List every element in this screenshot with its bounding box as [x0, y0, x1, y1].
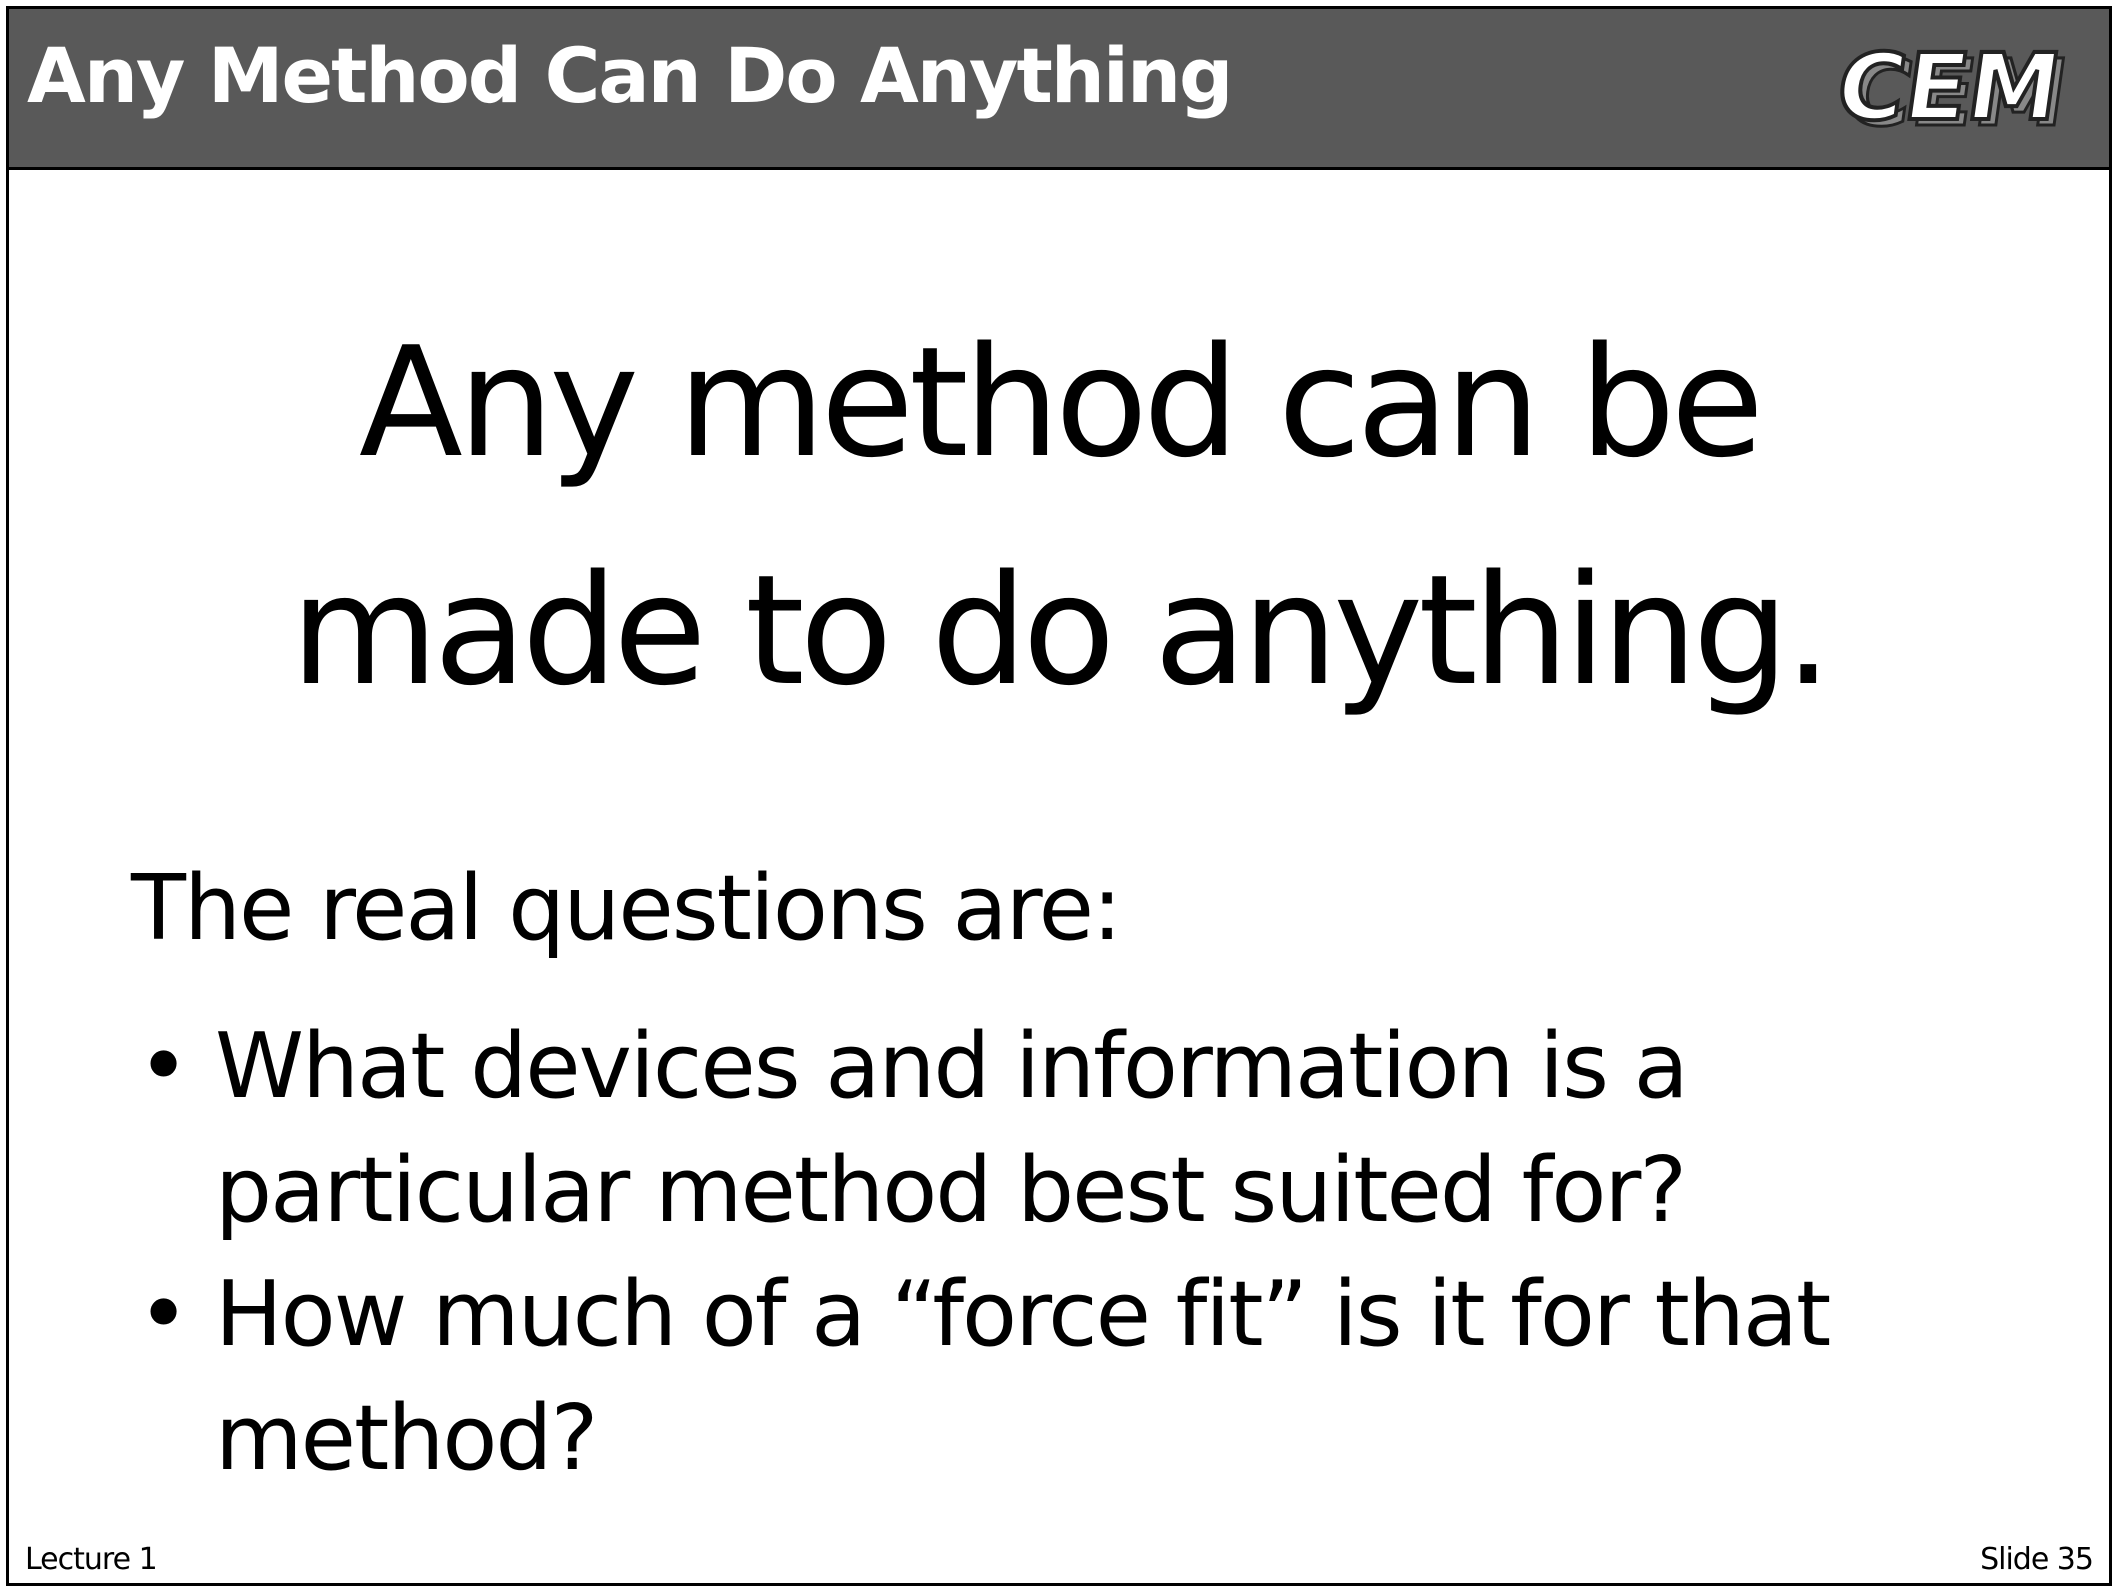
bullet-item: • How much of a “force fit” is it for th…: [131, 1253, 2031, 1501]
bullet-item: • What devices and information is a part…: [131, 1005, 2031, 1253]
headline-line-1: Any method can be: [358, 314, 1764, 491]
bullet-icon: •: [137, 1262, 190, 1367]
intro-text: The real questions are:: [131, 856, 1122, 961]
headline: Any method can be made to do anything.: [9, 289, 2109, 745]
bullet-line: How much of a “force fit” is it for that: [215, 1262, 1831, 1367]
slide-title: Any Method Can Do Anything: [27, 31, 1233, 120]
bullet-icon: •: [137, 1014, 190, 1119]
bullet-line: What devices and information is a: [215, 1014, 1689, 1119]
bullet-line: method?: [215, 1386, 598, 1491]
footer-slide-number: Slide 35: [1980, 1542, 2094, 1577]
cem-logo-shadow: CEM: [1838, 39, 2075, 139]
cem-logo: CEM CEM: [1833, 37, 2076, 139]
cem-logo-text: CEM: [1833, 37, 2067, 139]
slide: Any Method Can Do Anything CEM CEM Any m…: [6, 6, 2112, 1586]
headline-line-2: made to do anything.: [290, 542, 1833, 719]
footer-lecture: Lecture 1: [25, 1542, 158, 1577]
bullet-list: • What devices and information is a part…: [131, 1005, 2031, 1501]
bullet-line: particular method best suited for?: [215, 1138, 1687, 1243]
title-bar: Any Method Can Do Anything CEM CEM: [9, 9, 2109, 170]
